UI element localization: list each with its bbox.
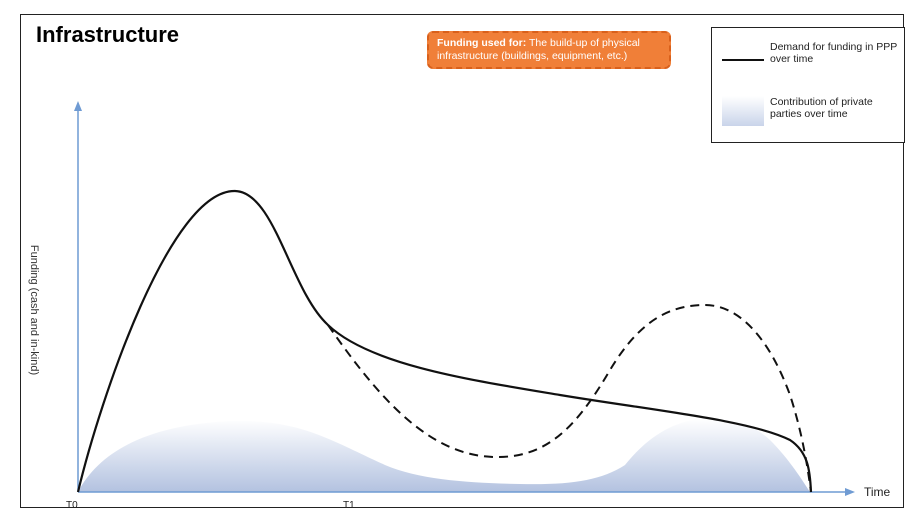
legend-demand-swatch bbox=[722, 59, 764, 61]
figure-title: Infrastructure bbox=[36, 22, 180, 47]
x-axis-label: Time bbox=[864, 485, 891, 499]
callout-text: The build-up of physical infrastructure … bbox=[437, 37, 640, 62]
legend-contribution-label: Contribution of private parties over tim… bbox=[770, 96, 873, 120]
legend-demand-label: Demand for funding in PPP over time bbox=[770, 41, 898, 65]
x-axis-arrow bbox=[845, 488, 855, 496]
callout-lead: Funding used for: bbox=[437, 37, 527, 49]
y-axis-arrow bbox=[74, 101, 82, 111]
x-tick-t1: T1 bbox=[343, 500, 355, 511]
legend-contribution-swatch bbox=[722, 96, 764, 126]
contribution-area-early bbox=[78, 418, 810, 492]
funding-callout: Funding used for: The build-up of physic… bbox=[427, 31, 671, 69]
x-tick-t0: T0 bbox=[66, 500, 78, 511]
demand-curve-solid bbox=[76, 189, 813, 493]
legend: Demand for funding in PPP over time Cont… bbox=[711, 27, 905, 143]
y-axis-label: Funding (cash and in-kind) bbox=[28, 244, 40, 376]
demand-curve-dashed bbox=[327, 303, 812, 493]
